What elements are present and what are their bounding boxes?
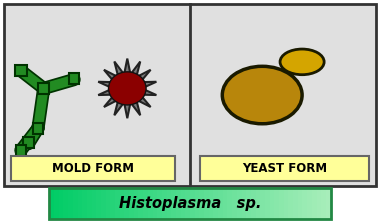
FancyBboxPatch shape: [256, 188, 261, 219]
FancyBboxPatch shape: [87, 188, 92, 219]
FancyBboxPatch shape: [134, 188, 139, 219]
FancyBboxPatch shape: [270, 188, 275, 219]
FancyBboxPatch shape: [232, 188, 238, 219]
FancyBboxPatch shape: [78, 188, 83, 219]
FancyBboxPatch shape: [200, 188, 205, 219]
FancyBboxPatch shape: [242, 188, 247, 219]
FancyBboxPatch shape: [15, 65, 27, 76]
FancyBboxPatch shape: [176, 188, 181, 219]
FancyBboxPatch shape: [204, 188, 209, 219]
FancyBboxPatch shape: [260, 188, 266, 219]
FancyBboxPatch shape: [279, 188, 285, 219]
FancyBboxPatch shape: [251, 188, 256, 219]
FancyBboxPatch shape: [115, 188, 120, 219]
Text: YEAST FORM: YEAST FORM: [242, 162, 327, 175]
FancyBboxPatch shape: [33, 123, 43, 134]
Circle shape: [280, 49, 324, 75]
FancyBboxPatch shape: [38, 83, 49, 94]
Ellipse shape: [109, 72, 146, 105]
FancyBboxPatch shape: [143, 188, 149, 219]
Text: MOLD FORM: MOLD FORM: [52, 162, 134, 175]
FancyBboxPatch shape: [288, 188, 294, 219]
FancyBboxPatch shape: [190, 188, 195, 219]
FancyBboxPatch shape: [293, 188, 299, 219]
FancyBboxPatch shape: [157, 188, 163, 219]
Text: Histoplasma   sp.: Histoplasma sp.: [119, 196, 261, 211]
FancyBboxPatch shape: [312, 188, 317, 219]
FancyBboxPatch shape: [49, 188, 55, 219]
FancyBboxPatch shape: [302, 188, 308, 219]
FancyBboxPatch shape: [200, 156, 369, 181]
FancyBboxPatch shape: [138, 188, 144, 219]
Polygon shape: [98, 59, 157, 118]
FancyBboxPatch shape: [209, 188, 214, 219]
FancyBboxPatch shape: [185, 188, 191, 219]
FancyBboxPatch shape: [228, 188, 233, 219]
FancyBboxPatch shape: [298, 188, 303, 219]
FancyBboxPatch shape: [223, 188, 228, 219]
FancyBboxPatch shape: [63, 188, 69, 219]
FancyBboxPatch shape: [274, 188, 280, 219]
FancyBboxPatch shape: [23, 137, 34, 148]
FancyBboxPatch shape: [317, 188, 322, 219]
FancyBboxPatch shape: [152, 188, 158, 219]
FancyBboxPatch shape: [166, 188, 172, 219]
Ellipse shape: [222, 66, 302, 124]
FancyBboxPatch shape: [124, 188, 130, 219]
FancyBboxPatch shape: [110, 188, 116, 219]
FancyBboxPatch shape: [129, 188, 135, 219]
FancyBboxPatch shape: [106, 188, 111, 219]
FancyBboxPatch shape: [101, 188, 106, 219]
FancyBboxPatch shape: [73, 188, 78, 219]
FancyBboxPatch shape: [284, 188, 289, 219]
FancyBboxPatch shape: [120, 188, 125, 219]
FancyBboxPatch shape: [265, 188, 271, 219]
FancyBboxPatch shape: [237, 188, 242, 219]
FancyBboxPatch shape: [96, 188, 102, 219]
FancyBboxPatch shape: [54, 188, 60, 219]
FancyBboxPatch shape: [68, 188, 74, 219]
FancyBboxPatch shape: [326, 188, 331, 219]
FancyBboxPatch shape: [218, 188, 223, 219]
FancyBboxPatch shape: [195, 188, 200, 219]
FancyBboxPatch shape: [59, 188, 64, 219]
FancyBboxPatch shape: [82, 188, 88, 219]
FancyBboxPatch shape: [148, 188, 153, 219]
FancyBboxPatch shape: [162, 188, 167, 219]
FancyBboxPatch shape: [69, 73, 79, 84]
FancyBboxPatch shape: [246, 188, 252, 219]
FancyBboxPatch shape: [11, 156, 175, 181]
FancyBboxPatch shape: [214, 188, 219, 219]
FancyBboxPatch shape: [321, 188, 327, 219]
FancyBboxPatch shape: [92, 188, 97, 219]
FancyBboxPatch shape: [307, 188, 313, 219]
FancyBboxPatch shape: [171, 188, 177, 219]
FancyBboxPatch shape: [4, 4, 376, 186]
FancyBboxPatch shape: [16, 145, 26, 156]
FancyBboxPatch shape: [180, 188, 186, 219]
